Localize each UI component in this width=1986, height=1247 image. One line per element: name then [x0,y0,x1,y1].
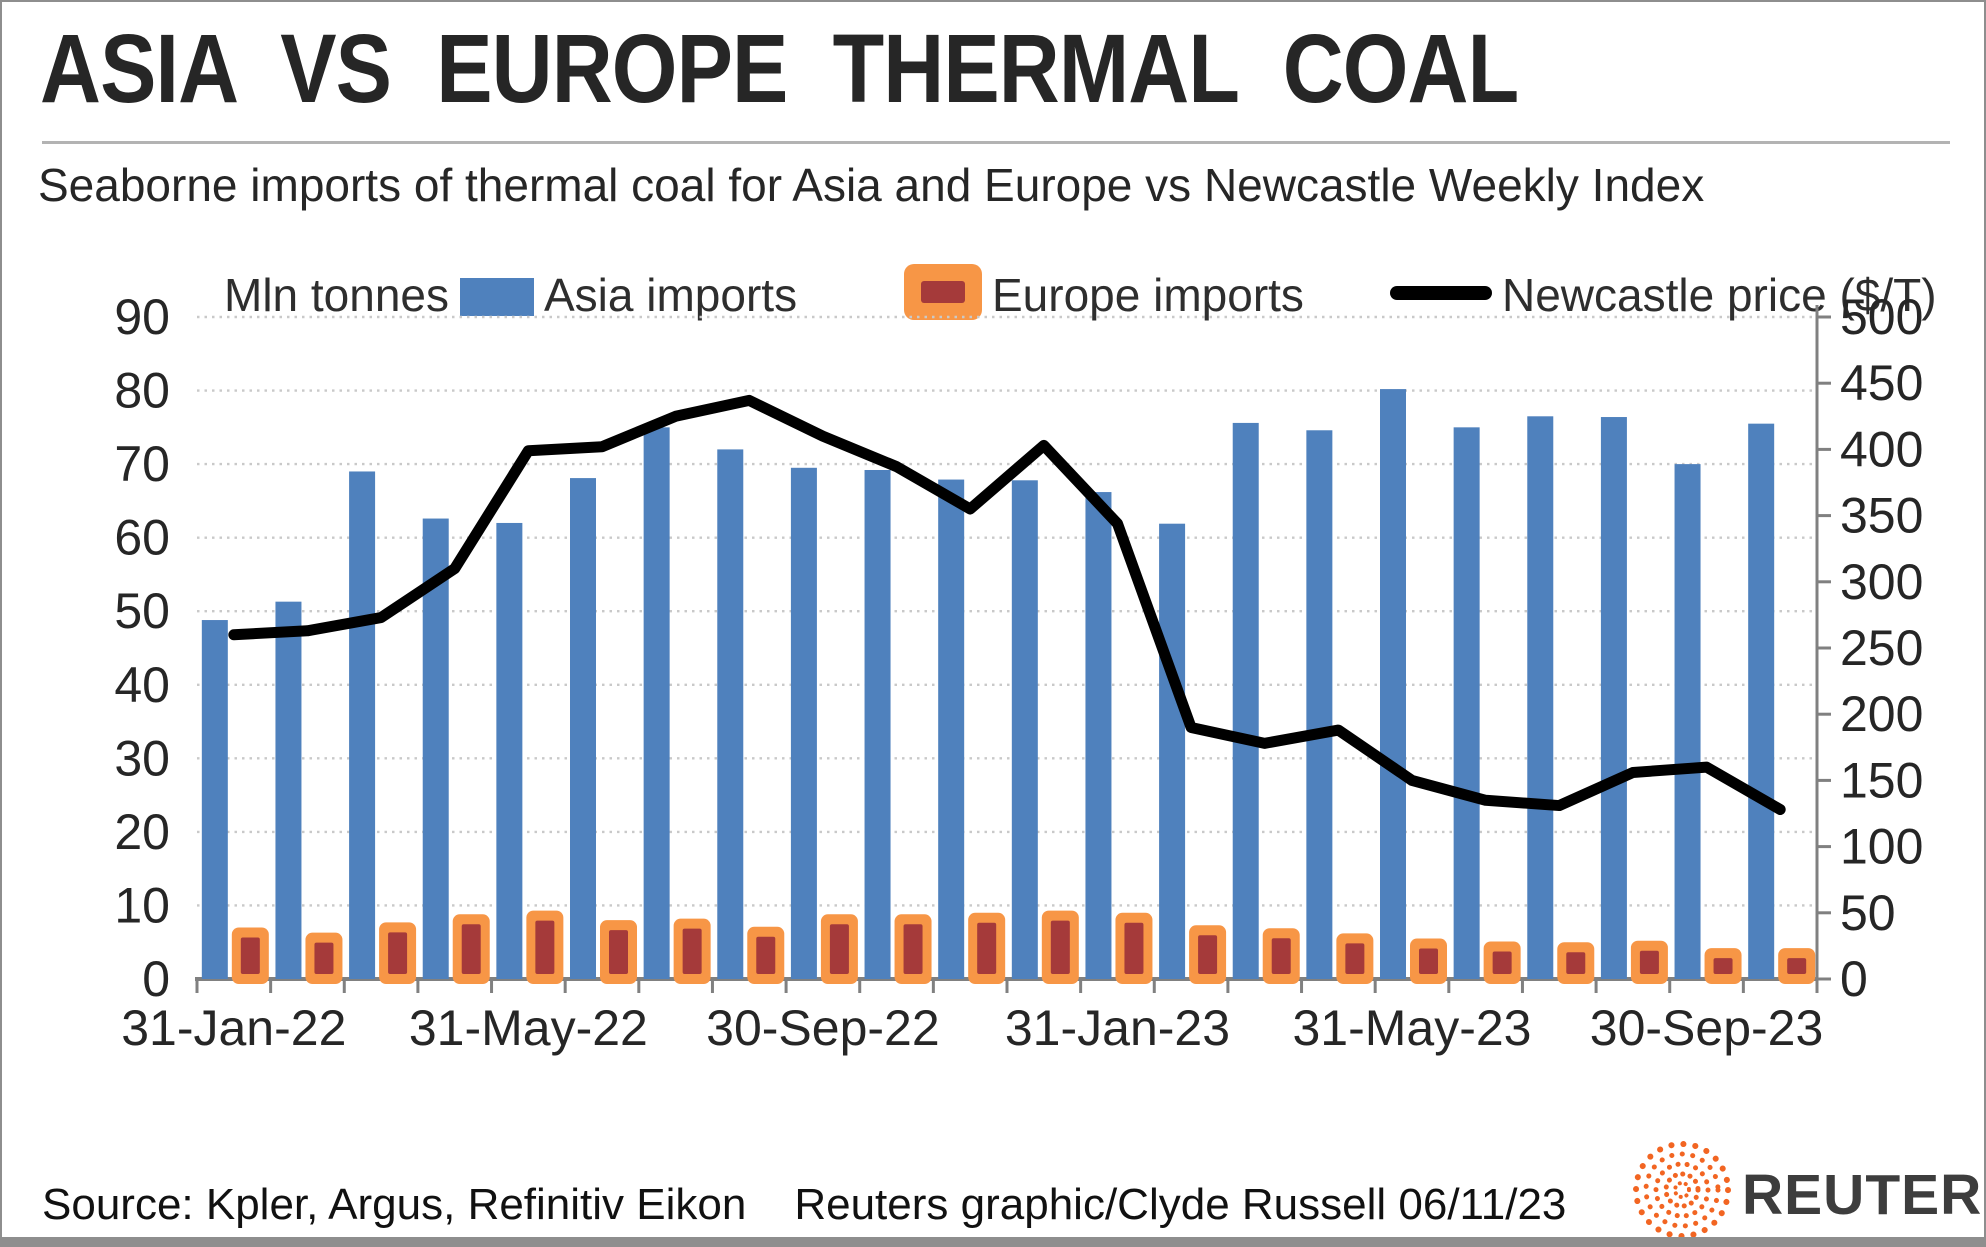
asia-import-bar [422,518,449,979]
asia-import-bar [717,449,744,979]
divider-line [42,141,1950,144]
asia-import-bar [1306,430,1333,980]
asia-import-bar [1232,422,1259,979]
europe-import-bar-core [1124,922,1144,974]
left-axis-tick-label: 70 [114,436,170,492]
asia-import-bar [349,471,376,979]
left-axis-tick-label: 50 [114,583,170,639]
asia-import-bar [1011,480,1038,979]
europe-import-bar-core [1787,958,1807,974]
europe-import-bar-core [609,930,628,974]
asia-import-bar [201,620,228,979]
newcastle-legend-swatch [1390,286,1492,300]
europe-import-bar-core [829,924,849,974]
asia-import-bar [643,427,670,979]
right-axis-tick-label: 300 [1840,554,1923,610]
asia-import-bar [1380,389,1406,979]
europe-import-bar-core [903,924,923,974]
reuters-sphere-icon [1633,1141,1731,1237]
right-axis-tick-label: 150 [1840,752,1923,808]
europe-import-bar-core [977,922,997,974]
credit-text: Reuters graphic/Clyde Russell 06/11/23 [794,1180,1567,1229]
left-axis-tick-label: 30 [114,730,170,786]
left-axis-tick-label: 90 [114,289,170,345]
europe-import-bar-core [1345,943,1365,974]
left-axis-tick-label: 40 [114,657,170,713]
europe-import-bar-core [682,928,702,974]
asia-legend-swatch [460,278,534,316]
source-text: Source: Kpler, Argus, Refinitiv Eikon [42,1180,747,1229]
europe-import-bar-core [314,942,334,974]
europe-import-bar-core [388,932,408,974]
europe-legend-swatch [904,264,982,320]
source-line: Source: Kpler, Argus, Refinitiv Eikon Reu… [42,1180,1566,1230]
newcastle-price-line [228,394,1786,816]
right-axis-tick-label: 350 [1840,488,1923,544]
x-axis-date-label: 30-Sep-22 [706,1000,940,1056]
x-axis-date-label: 31-Jan-23 [1005,1000,1230,1056]
asia-import-bar [790,467,817,979]
x-axis-date-label: 30-Sep-23 [1590,1000,1824,1056]
europe-legend-label: Europe imports [992,269,1304,321]
x-axis-date-label: 31-Jan-22 [121,1000,346,1056]
left-axis-tick-label: 0 [142,951,170,1007]
asia-import-bar [1674,464,1701,980]
right-axis-tick-label: 200 [1840,686,1923,742]
asia-import-bar [1748,423,1775,980]
left-axis-tick-label: 80 [114,363,170,419]
right-axis-tick-label: 100 [1840,819,1923,875]
newcastle-legend-label: Newcastle price ($/T) [1502,269,1937,321]
europe-import-bar-core [1713,958,1733,974]
europe-import-bar-core [1050,920,1070,974]
europe-import-bar-core [1566,952,1586,974]
right-axis-tick-label: 50 [1840,885,1896,941]
right-axis-tick-label: 450 [1840,355,1923,411]
right-axis-tick-label: 250 [1840,620,1923,676]
asia-import-bar [1527,416,1554,979]
x-axis-date-label: 31-May-23 [1293,1000,1532,1056]
europe-legend-swatch-inner [921,281,965,303]
europe-import-bar-core [756,936,776,974]
asia-import-bar [1085,492,1112,979]
asia-import-bar [496,522,523,979]
asia-import-bar [1159,523,1186,979]
asia-import-bar [275,601,302,979]
left-axis-tick-label: 10 [114,877,170,933]
europe-import-bar-core [1419,948,1438,974]
right-axis-tick-label: 400 [1840,421,1923,477]
reuters-logo: REUTERS [1632,1130,1984,1237]
asia-import-bar [864,469,891,979]
left-axis-tick-label: 20 [114,804,170,860]
asia-import-bar [1600,417,1627,980]
right-axis-tick-label: 500 [1840,289,1923,345]
asia-import-bar [1453,427,1480,979]
asia-legend-label: Asia imports [544,269,798,321]
europe-import-bar-core [461,924,481,974]
europe-import-bar-core [1198,935,1218,974]
x-axis-date-label: 31-May-22 [409,1000,648,1056]
europe-import-bar-core [1271,938,1291,974]
europe-import-bar-core [1639,950,1659,974]
europe-import-bar-core [240,937,260,974]
chart-subtitle: Seaborne imports of thermal coal for Asi… [38,159,1705,211]
left-axis-units-label: Mln tonnes [224,269,450,321]
reuters-logo-text: REUTERS [1742,1163,1984,1227]
left-axis-tick-label: 60 [114,510,170,566]
asia-import-bar [938,479,965,979]
page-title: ASIA VS EUROPE THERMAL COAL [40,14,1519,123]
asia-import-bar [570,478,596,979]
europe-import-bar-core [1492,951,1512,974]
right-axis-tick-label: 0 [1840,951,1868,1007]
europe-import-bar-core [535,920,555,974]
